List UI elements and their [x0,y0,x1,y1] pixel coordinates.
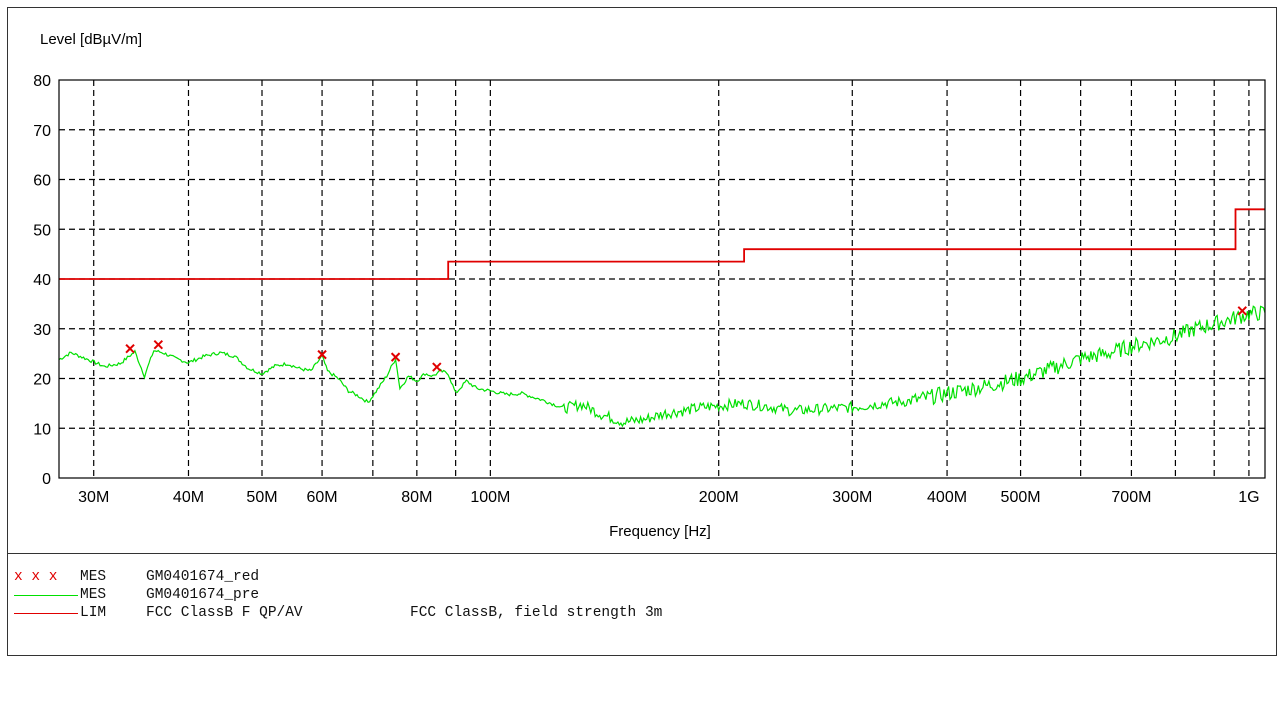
measurement-marker [432,362,442,372]
marker-stroke [390,352,401,362]
legend-item-limit: LIM FCC ClassB F QP/AV FCC ClassB, field… [14,604,662,622]
x-tick-label: 40M [173,489,204,506]
y-tick-label: 60 [33,173,51,190]
legend-type: MES [80,587,107,603]
y-axis-label: Level [dBµV/m] [40,31,142,48]
legend-type: MES [80,569,107,585]
y-tick-label: 50 [33,222,51,239]
x-tick-labels: 30M 40M 50M 60M 80M 100M 200M 300M 400M 500M 700M 1… [78,489,1259,506]
marker-stroke [432,362,442,372]
x-tick-label: 300M [832,489,872,506]
legend: x x x MES GM0401674_red MES GM0401674_pr… [14,568,662,622]
marker-stroke [153,339,164,350]
green-line-icon [14,595,78,596]
marker-stroke [317,349,327,360]
measurement-marker [153,339,164,350]
x-tick-label: 30M [78,489,109,506]
x-tick-label: 400M [927,489,967,506]
x-tick-label: 500M [1001,489,1041,506]
legend-type: LIM [80,605,107,621]
measurement-marker [1237,306,1247,316]
x-axis-label: Frequency [Hz] [609,523,711,540]
limit-line [59,208,1265,280]
plot-area-border [58,79,1266,479]
measurement-marker [317,349,327,360]
red-line-icon [14,613,78,614]
y-tick-label: 40 [33,272,51,289]
chart-frame [7,7,1277,656]
y-tick-label: 30 [33,322,51,339]
legend-name: GM0401674_red [146,569,260,585]
legend-divider [7,553,1277,554]
x-tick-label: 60M [307,489,338,506]
y-tick-labels: 0 10 20 30 40 50 60 70 80 [33,73,51,488]
x-tick-label: 700M [1111,489,1151,506]
marker-stroke [1237,306,1247,316]
legend-item-pre: MES GM0401674_pre [14,586,259,604]
x-marker-icon: x x x [14,569,58,585]
x-tick-label: 80M [401,489,432,506]
prescan-trace [58,305,1266,428]
data-series [58,208,1266,428]
level-vs-frequency-chart: Level [dBµV/m] Frequency [Hz] 0 10 20 30 40 5… [33,31,1266,540]
measurement-marker [390,352,401,362]
legend-desc: FCC ClassB, field strength 3m [410,605,663,621]
x-tick-label: 200M [699,489,739,506]
x-tick-label: 50M [246,489,277,506]
marker-stroke [125,343,135,354]
legend-name: FCC ClassB F QP/AV [146,605,303,621]
y-tick-label: 0 [42,471,51,488]
y-tick-label: 20 [33,372,51,389]
legend-name: GM0401674_pre [146,587,260,603]
y-tick-label: 80 [33,73,51,90]
measurement-marker [125,343,135,354]
grid-lines [59,80,1265,478]
legend-item-red: x x x MES GM0401674_red [14,568,259,586]
y-tick-label: 70 [33,123,51,140]
x-tick-label: 100M [470,489,510,506]
y-tick-label: 10 [33,421,51,438]
x-tick-label: 1G [1238,489,1259,506]
